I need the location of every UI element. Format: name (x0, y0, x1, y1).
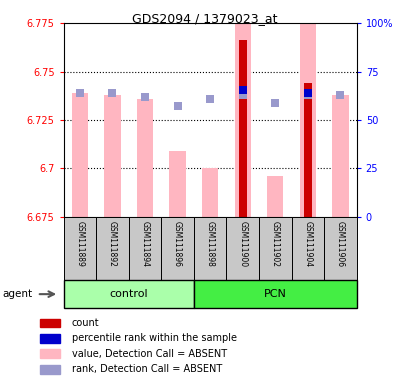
Text: GSM111898: GSM111898 (205, 222, 214, 267)
Bar (193, 217, 226, 280)
Bar (40, 334, 61, 343)
Bar (63, 280, 193, 308)
Text: PCN: PCN (263, 289, 286, 299)
Bar (291, 217, 324, 280)
Bar (267, 176, 283, 217)
Point (174, 103, 180, 109)
Bar (169, 151, 185, 217)
Bar (40, 365, 61, 374)
Point (76, 90, 83, 96)
Text: GSM111889: GSM111889 (75, 222, 84, 267)
Bar (234, 23, 250, 217)
Bar (258, 217, 291, 280)
Bar (128, 217, 161, 280)
Bar (238, 40, 246, 217)
Bar (324, 217, 356, 280)
Bar (161, 217, 193, 280)
Text: GSM111906: GSM111906 (335, 222, 344, 268)
Point (206, 96, 213, 102)
Point (304, 90, 310, 96)
Text: control: control (109, 289, 148, 299)
Text: GSM111894: GSM111894 (140, 222, 149, 267)
Text: value, Detection Call = ABSENT: value, Detection Call = ABSENT (71, 349, 226, 359)
Bar (331, 95, 348, 217)
Bar (63, 217, 96, 280)
Text: GSM111902: GSM111902 (270, 222, 279, 267)
Bar (137, 99, 153, 217)
Text: rank, Detection Call = ABSENT: rank, Detection Call = ABSENT (71, 364, 221, 374)
Bar (226, 217, 258, 280)
Point (336, 92, 343, 98)
Text: GSM111892: GSM111892 (108, 222, 117, 267)
Point (304, 92, 310, 98)
Bar (40, 349, 61, 358)
Bar (72, 93, 88, 217)
Bar (303, 83, 311, 217)
Bar (202, 169, 218, 217)
Text: GSM111904: GSM111904 (303, 222, 312, 268)
Bar (193, 280, 356, 308)
Text: percentile rank within the sample: percentile rank within the sample (71, 333, 236, 343)
Point (239, 87, 245, 93)
Text: agent: agent (2, 289, 32, 299)
Bar (299, 23, 315, 217)
Text: GSM111900: GSM111900 (238, 222, 247, 268)
Bar (104, 95, 120, 217)
Text: GSM111896: GSM111896 (173, 222, 182, 267)
Point (239, 92, 245, 98)
Bar (96, 217, 128, 280)
Point (271, 99, 278, 106)
Text: GDS2094 / 1379023_at: GDS2094 / 1379023_at (132, 12, 277, 25)
Point (109, 90, 115, 96)
Bar (40, 319, 61, 327)
Point (142, 94, 148, 100)
Text: count: count (71, 318, 99, 328)
